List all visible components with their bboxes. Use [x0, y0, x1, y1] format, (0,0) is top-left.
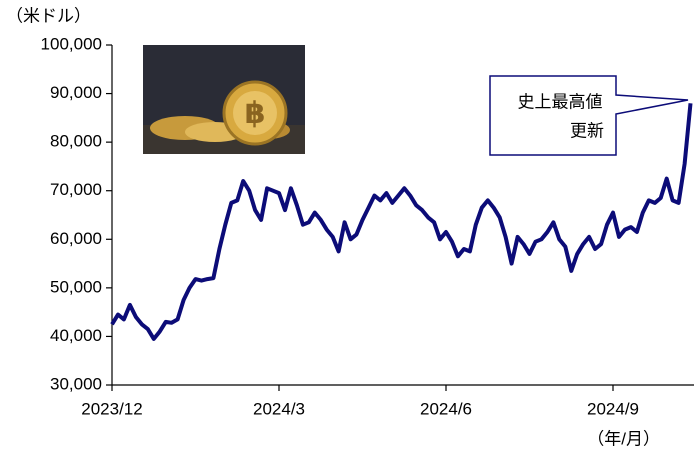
x-tick-label: 2024/9: [587, 399, 639, 418]
svg-text:฿: ฿: [245, 97, 266, 130]
y-tick-label: 80,000: [50, 132, 102, 151]
price-line: [110, 103, 693, 341]
annotation-line: 史上最高値: [518, 92, 603, 111]
annotation-line: 更新: [570, 121, 604, 140]
y-tick-label: 70,000: [50, 180, 102, 199]
x-tick-label: 2023/12: [81, 399, 142, 418]
y-axis-unit: （米ドル）: [6, 6, 91, 25]
y-tick-label: 50,000: [50, 277, 102, 296]
coin-photo: ฿: [143, 45, 305, 154]
x-axis-unit: （年/月）: [587, 429, 660, 448]
y-tick-label: 30,000: [50, 374, 102, 393]
x-tick-label: 2024/3: [253, 399, 305, 418]
x-tick-label: 2024/6: [420, 399, 472, 418]
y-tick-label: 40,000: [50, 326, 102, 345]
y-tick-label: 90,000: [50, 83, 102, 102]
y-tick-label: 100,000: [41, 34, 102, 53]
y-tick-label: 60,000: [50, 229, 102, 248]
callout: 史上最高値 更新: [489, 75, 689, 156]
